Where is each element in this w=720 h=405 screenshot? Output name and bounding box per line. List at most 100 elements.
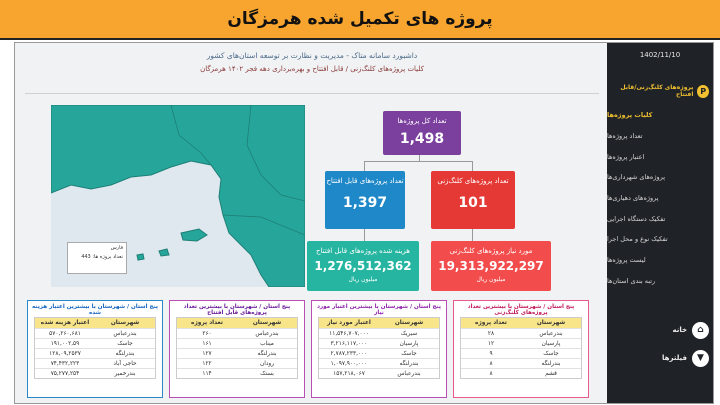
sidebar-item-project-list[interactable]: لیست پروژه‌ها	[607, 250, 713, 271]
cell: ۲۶۰	[202, 331, 212, 337]
cell: جاسک	[117, 341, 133, 347]
sidebar-item-label: رتبه بندی استان‌ها	[607, 276, 656, 285]
cell: ۱۲۸,۰۹,۲۵۳۷	[49, 351, 81, 357]
table-row[interactable]: ۲۸ بندرعباس	[461, 328, 581, 338]
sidebar-item-municipal-projects[interactable]: پروژه‌های شهرداری‌ها	[607, 167, 713, 188]
column-header: شهرستان	[394, 320, 424, 326]
map-region[interactable]	[51, 105, 305, 287]
map-svg	[51, 105, 305, 287]
table-row[interactable]: ۱۱,۵۴۶,۷۰۷,۰۰۰ سیریک	[319, 328, 439, 338]
dashboard-frame: 1402/11/10 P پروژه‌های کلنگ‌زنی/قابل افت…	[14, 42, 714, 404]
cell: بندرعباس	[397, 371, 421, 377]
cell: ۷۴,۴۳۲,۲۲۳	[50, 361, 80, 367]
table-grid: تعداد پروژه شهرستان ۲۸ بندرعباس ۱۲ پارسیان …	[460, 317, 582, 379]
table-title: پنج استان / شهرستان با بیشترین تعداد پرو…	[183, 304, 291, 316]
filters-label: فیلترها	[662, 354, 687, 362]
table-header-row: تعداد پروژه شهرستان	[461, 318, 581, 328]
table-grid: تعداد پروژه شهرستان ۲۶۰ بندرعباس ۱۶۱ میناب …	[176, 317, 298, 379]
table-grid: اعتبار هزینه شده شهرستان ۵۷۰,۲۶۰,۶۸۱ بندرع…	[34, 317, 156, 379]
table-header-row: تعداد پروژه شهرستان	[177, 318, 297, 328]
cell: ۱۹۱,۰۰۲,۵۹	[50, 341, 80, 347]
required-credit-card[interactable]: مورد نیاز پروژه‌های کلنگ‌زنی 19,313,922,…	[431, 241, 551, 291]
projects-icon: P	[697, 84, 709, 98]
connector-line	[419, 153, 420, 161]
table-row[interactable]: ۱۲ پارسیان	[461, 338, 581, 348]
filters-button[interactable]: فیلترها ▼	[607, 347, 713, 369]
table-row[interactable]: ۷۴,۴۳۲,۲۲۳ حاجی آباد	[35, 358, 155, 368]
table-row[interactable]: ۱,۰۹۷,۹۰۰,۰۰۰ بندرلنگه	[319, 358, 439, 368]
table-row[interactable]: ۸ قشم	[461, 368, 581, 378]
table-row[interactable]: ۹ جاسک	[461, 348, 581, 358]
table-row[interactable]: ۲,۷۸۷,۲۳۳,۰۰۰ جاسک	[319, 348, 439, 358]
cell: ۱۲	[487, 341, 495, 347]
cell: جاسک	[401, 351, 417, 357]
cell: میناب	[260, 341, 274, 347]
table-header-row: اعتبار هزینه شده شهرستان	[35, 318, 155, 328]
table-title: پنج استان / شهرستان با بیشترین تعداد پرو…	[467, 304, 575, 316]
sidebar-section-header[interactable]: P پروژه‌های کلنگ‌زنی/قابل افتتاح	[611, 81, 709, 101]
table-row[interactable]: ۲۶۰ بندرعباس	[177, 328, 297, 338]
cell: ۱,۰۹۷,۹۰۰,۰۰۰	[330, 361, 368, 367]
cell: بندرعباس	[539, 331, 563, 337]
table-row[interactable]: ۷۵,۲۷۷,۲۵۴ بندرخمیر	[35, 368, 155, 378]
table-row[interactable]: ۱۱۴ بستک	[177, 368, 297, 378]
sidebar-item-province-ranking[interactable]: رتبه بندی استان‌ها	[607, 271, 713, 292]
sidebar-item-by-type-location[interactable]: تفکیک نوع و محل اجرا	[607, 229, 713, 250]
sidebar-item-label: اعتبار پروژه‌ها	[607, 152, 645, 161]
cell: ۹	[489, 351, 493, 357]
sidebar-item-label: پروژه‌های شهرداری‌ها	[607, 173, 666, 182]
table-grid: اعتبار مورد نیاز شهرستان ۱۱,۵۴۶,۷۰۷,۰۰۰ سی…	[318, 317, 440, 379]
sidebar-item-label: تفکیک دستگاه اجرایی	[607, 214, 666, 223]
card-unit: میلیون ریال	[476, 276, 506, 283]
cell: ۵۷۰,۲۶۰,۶۸۱	[49, 331, 81, 337]
column-header: تعداد پروژه	[191, 320, 223, 326]
openable-projects-card[interactable]: تعداد پروژه‌های قابل افتتاح 1,397	[325, 171, 405, 229]
total-projects-card[interactable]: تعداد کل پروژه‌ها 1,498	[383, 111, 461, 155]
table-row[interactable]: ۵۷۰,۲۶۰,۶۸۱ بندرعباس	[35, 328, 155, 338]
card-title: هزینه شده پروژه‌های قابل افتتاح	[316, 247, 410, 255]
column-header: شهرستان	[110, 320, 140, 326]
map-island	[180, 228, 208, 242]
table-row[interactable]: ۱۹۱,۰۰۲,۵۹ جاسک	[35, 338, 155, 348]
cell: بندرخمیر	[114, 371, 136, 377]
cell: بندرلنگه	[115, 351, 135, 357]
sidebar-item-rural-projects[interactable]: پروژه‌های دهیاری‌ها	[607, 188, 713, 209]
cell: پارسیان	[399, 341, 419, 347]
table-row[interactable]: ۱۲۸,۰۹,۲۵۳۷ بندرلنگه	[35, 348, 155, 358]
cell: بندرلنگه	[399, 361, 419, 367]
sidebar-item-by-agency[interactable]: تفکیک دستگاه اجرایی	[607, 208, 713, 229]
column-header: شهرستان	[536, 320, 566, 326]
cell: بستک	[260, 371, 274, 377]
header-divider	[25, 93, 599, 94]
card-value: 1,276,512,362	[314, 259, 412, 273]
sidebar-item-overview[interactable]: کلیات پروژه‌ها	[607, 105, 713, 126]
map-county-border	[246, 105, 305, 202]
connector-line	[472, 229, 473, 241]
cell: ۸	[489, 371, 493, 377]
cell: ۸	[489, 361, 493, 367]
connector-line	[364, 161, 472, 162]
cell: ۲۸	[487, 331, 495, 337]
sidebar-item-project-count[interactable]: تعداد پروژه‌ها	[607, 126, 713, 147]
cell: قشم	[545, 371, 557, 377]
table-row[interactable]: ۳,۲۱۶,۱۱۷,۰۰۰ پارسیان	[319, 338, 439, 348]
table-row[interactable]: ۱۲۲ رودان	[177, 358, 297, 368]
spent-cost-card[interactable]: هزینه شده پروژه‌های قابل افتتاح 1,276,51…	[307, 241, 419, 291]
sidebar-header-label: پروژه‌های کلنگ‌زنی/قابل افتتاح	[620, 84, 694, 98]
table-row[interactable]: ۸ بندرلنگه	[461, 358, 581, 368]
groundbreaking-projects-card[interactable]: تعداد پروژه‌های کلنگ‌زنی 101	[431, 171, 515, 229]
card-title: تعداد پروژه‌های کلنگ‌زنی	[437, 177, 509, 185]
cell: ۳,۲۱۶,۱۱۷,۰۰۰	[330, 341, 368, 347]
sidebar-item-label: پروژه‌های دهیاری‌ها	[607, 194, 659, 203]
table-row[interactable]: ۱۲۷ بندرلنگه	[177, 348, 297, 358]
card-value: 19,313,922,297	[438, 259, 544, 273]
sidebar-item-label: لیست پروژه‌ها	[607, 256, 646, 265]
sidebar-item-project-credit[interactable]: اعتبار پروژه‌ها	[607, 146, 713, 167]
card-unit: میلیون ریال	[348, 276, 378, 283]
cell: جاسک	[543, 351, 559, 357]
table-row[interactable]: ۱۵۷,۲۱۸,۰۶۷ بندرعباس	[319, 368, 439, 378]
home-button[interactable]: خانه ⌂	[607, 319, 713, 341]
column-header: اعتبار مورد نیاز	[327, 320, 371, 326]
table-title: پنج استان / شهرستان با بیشترین اعتبار مو…	[317, 304, 441, 316]
table-row[interactable]: ۱۶۱ میناب	[177, 338, 297, 348]
